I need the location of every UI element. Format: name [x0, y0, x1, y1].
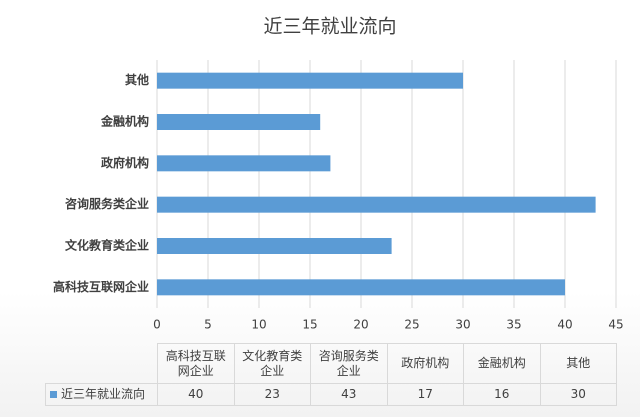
x-tick-label: 35: [506, 318, 521, 332]
table-value: 30: [539, 383, 617, 406]
y-tick-label: 高科技互联网企业: [53, 279, 149, 294]
x-tick-label: 20: [353, 318, 368, 332]
table-header: 其他: [539, 343, 617, 384]
table-header: 咨询服务类企业: [310, 343, 388, 384]
x-tick-label: 10: [251, 318, 266, 332]
legend-label: 近三年就业流向: [61, 387, 146, 401]
y-tick-label: 文化教育类企业: [65, 238, 149, 253]
x-tick-label: 5: [204, 318, 212, 332]
x-tick-label: 30: [455, 318, 470, 332]
table-value: 23: [233, 383, 311, 406]
y-tick-label: 政府机构: [101, 155, 149, 170]
y-tick-label: 金融机构: [100, 114, 149, 129]
table-header: 高科技互联网企业: [157, 343, 235, 384]
legend-swatch: [50, 391, 57, 398]
table-header: 文化教育类企业: [233, 343, 311, 384]
y-tick-label: 咨询服务类企业: [65, 196, 149, 211]
x-tick-label: 0: [153, 318, 161, 332]
chart-title: 近三年就业流向: [263, 16, 396, 38]
table-header: 政府机构: [386, 343, 464, 384]
y-tick-label: 其他: [125, 72, 149, 87]
table-legend: 近三年就业流向: [45, 383, 158, 406]
x-tick-label: 25: [404, 318, 419, 332]
table-value: 43: [310, 383, 388, 406]
table-value: 16: [463, 383, 541, 406]
x-tick-label: 15: [302, 318, 317, 332]
bar: [157, 238, 392, 254]
bar: [157, 114, 321, 130]
table-value: 40: [157, 383, 235, 406]
bar: [157, 155, 331, 172]
x-tick-label: 40: [557, 318, 572, 332]
table-header: 金融机构: [463, 343, 541, 384]
x-tick-label: 45: [608, 318, 623, 332]
bar: [157, 196, 596, 213]
bar: [157, 279, 565, 296]
table-value: 17: [386, 383, 464, 406]
bar: [157, 72, 463, 89]
